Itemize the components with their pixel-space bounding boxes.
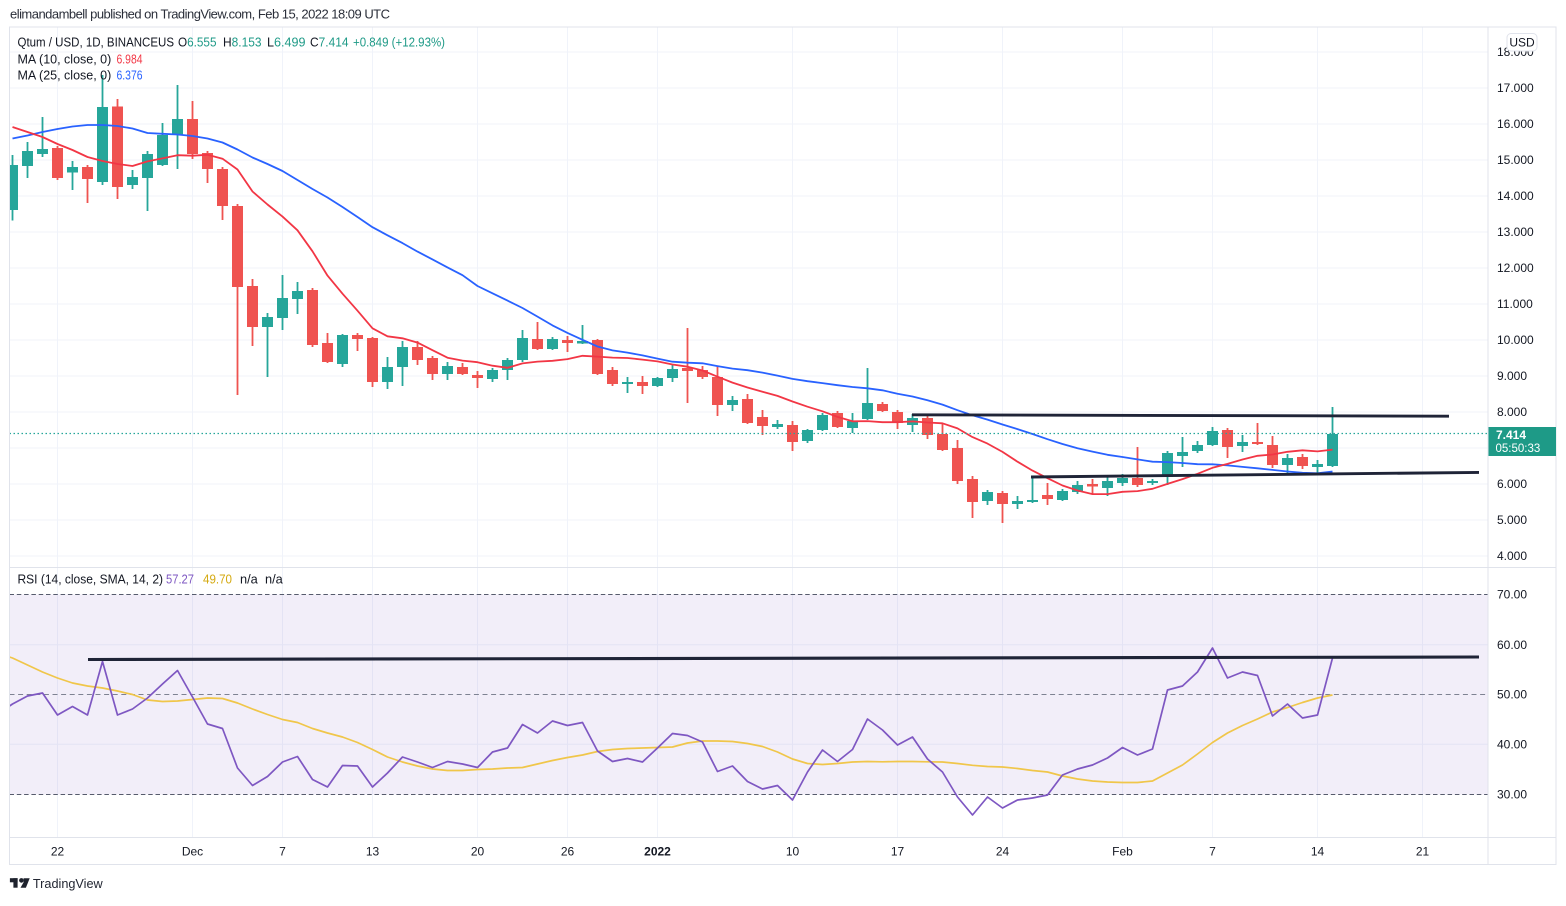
svg-text:6.984: 6.984 [117,53,143,67]
svg-text:21: 21 [1416,845,1430,859]
svg-text:H8.153: H8.153 [223,35,262,50]
svg-text:n/a: n/a [265,572,284,587]
svg-text:6.000: 6.000 [1497,477,1527,491]
svg-text:Feb: Feb [1112,845,1133,859]
svg-text:16.000: 16.000 [1497,117,1534,131]
svg-text:Qtum / USD, 1D, BINANCEUS: Qtum / USD, 1D, BINANCEUS [18,35,175,50]
svg-text:70.00: 70.00 [1497,588,1527,602]
svg-text:TradingView: TradingView [33,876,103,891]
svg-text:USD: USD [1509,36,1535,50]
svg-text:22: 22 [51,845,65,859]
svg-text:17.000: 17.000 [1497,81,1534,95]
svg-text:7.414: 7.414 [1496,428,1526,442]
svg-text:13: 13 [366,845,380,859]
svg-text:4.000: 4.000 [1497,549,1527,563]
svg-text:+0.849 (+12.93%): +0.849 (+12.93%) [353,35,445,50]
svg-text:40.00: 40.00 [1497,738,1527,752]
svg-text:n/a: n/a [240,572,259,587]
svg-text:05:50:33: 05:50:33 [1496,443,1541,455]
svg-text:7: 7 [279,845,286,859]
svg-text:20: 20 [471,845,485,859]
svg-text:10.000: 10.000 [1497,333,1534,347]
svg-text:24: 24 [996,845,1010,859]
svg-text:60.00: 60.00 [1497,638,1527,652]
svg-text:50.00: 50.00 [1497,688,1527,702]
svg-text:12.000: 12.000 [1497,261,1534,275]
svg-text:10: 10 [786,845,800,859]
svg-text:2022: 2022 [644,845,671,859]
svg-text:L6.499: L6.499 [267,35,306,50]
svg-text:14: 14 [1311,845,1325,859]
svg-text:49.70: 49.70 [203,572,232,587]
svg-text:13.000: 13.000 [1497,225,1534,239]
svg-text:6.376: 6.376 [117,69,143,83]
svg-text:RSI (14, close, SMA, 14, 2): RSI (14, close, SMA, 14, 2) [18,572,164,587]
svg-text:elimandambell published on Tra: elimandambell published on TradingView.c… [10,7,390,22]
svg-text:9.000: 9.000 [1497,369,1527,383]
svg-text:14.000: 14.000 [1497,189,1534,203]
svg-text:57.27: 57.27 [166,572,194,587]
svg-text:MA (25, close, 0): MA (25, close, 0) [18,69,112,83]
svg-text:11.000: 11.000 [1497,297,1533,311]
svg-text:15.000: 15.000 [1497,153,1534,167]
svg-text:C7.414: C7.414 [310,35,349,50]
svg-text:MA (10, close, 0): MA (10, close, 0) [18,53,112,67]
svg-text:Dec: Dec [182,845,203,859]
svg-text:30.00: 30.00 [1497,788,1527,802]
svg-text:8.000: 8.000 [1497,405,1527,419]
svg-text:O6.555: O6.555 [178,35,217,50]
svg-text:5.000: 5.000 [1497,513,1527,527]
svg-text:26: 26 [561,845,575,859]
svg-text:7: 7 [1209,845,1216,859]
svg-text:17: 17 [891,845,905,859]
